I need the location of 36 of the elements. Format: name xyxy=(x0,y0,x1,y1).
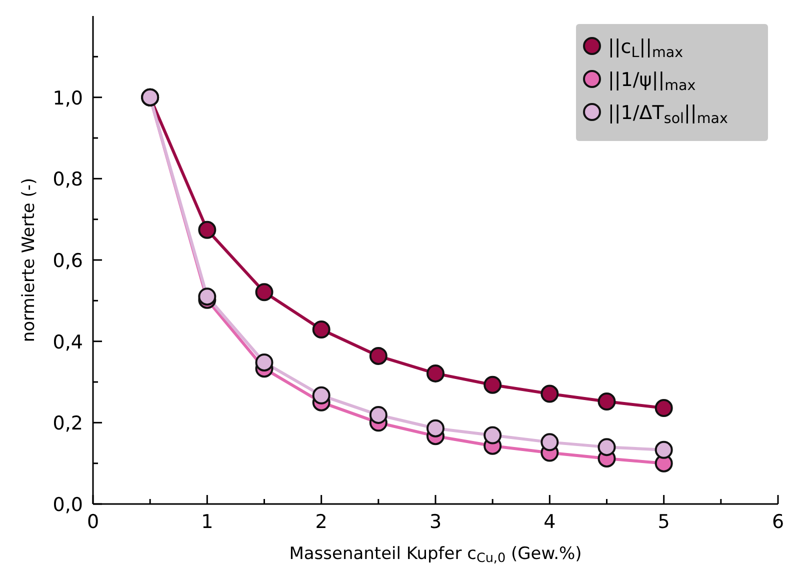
y-axis-title: normierte Werte (-) xyxy=(19,178,39,342)
y-tick-label: 0,0 xyxy=(52,494,83,516)
x-tick-label: 2 xyxy=(315,511,328,533)
point xyxy=(312,386,330,404)
x-tick-label: 4 xyxy=(544,511,556,533)
legend-label: ||1/ψ||$_{max}$ xyxy=(608,69,696,94)
point xyxy=(255,353,274,372)
point xyxy=(654,399,673,418)
y-tick-label: 1,0 xyxy=(52,87,83,110)
point xyxy=(484,426,502,444)
x-axis-title: Massenanteil Kupfer c$_{Cu,0}$ (Gew.%) xyxy=(289,544,582,566)
point xyxy=(255,283,274,302)
x-tick-label: 6 xyxy=(772,511,784,533)
point xyxy=(198,288,216,306)
point xyxy=(369,346,388,365)
point xyxy=(540,433,559,452)
x-tick-label: 3 xyxy=(429,511,442,533)
point xyxy=(598,438,616,456)
point xyxy=(312,320,330,339)
point xyxy=(598,392,616,411)
legend-label: ||1/ΔT$_{sol}$||$_{max}$ xyxy=(608,102,728,126)
y-tick-label: 0,8 xyxy=(52,168,83,191)
point xyxy=(484,376,502,394)
point xyxy=(198,220,216,239)
y-tick-label: 0,2 xyxy=(52,412,83,435)
point xyxy=(654,440,673,459)
x-tick-label: 0 xyxy=(86,511,100,533)
x-tick-label: 5 xyxy=(658,511,670,533)
y-tick-label: 0,6 xyxy=(52,250,83,272)
legend-label: ||c$_{L}$||$_{max}$ xyxy=(608,36,684,60)
x-tick-label: 1 xyxy=(201,511,214,533)
point xyxy=(426,419,444,438)
y-tick-label: 0,4 xyxy=(52,331,83,354)
point xyxy=(540,384,559,403)
point xyxy=(426,364,444,382)
point xyxy=(369,406,388,424)
